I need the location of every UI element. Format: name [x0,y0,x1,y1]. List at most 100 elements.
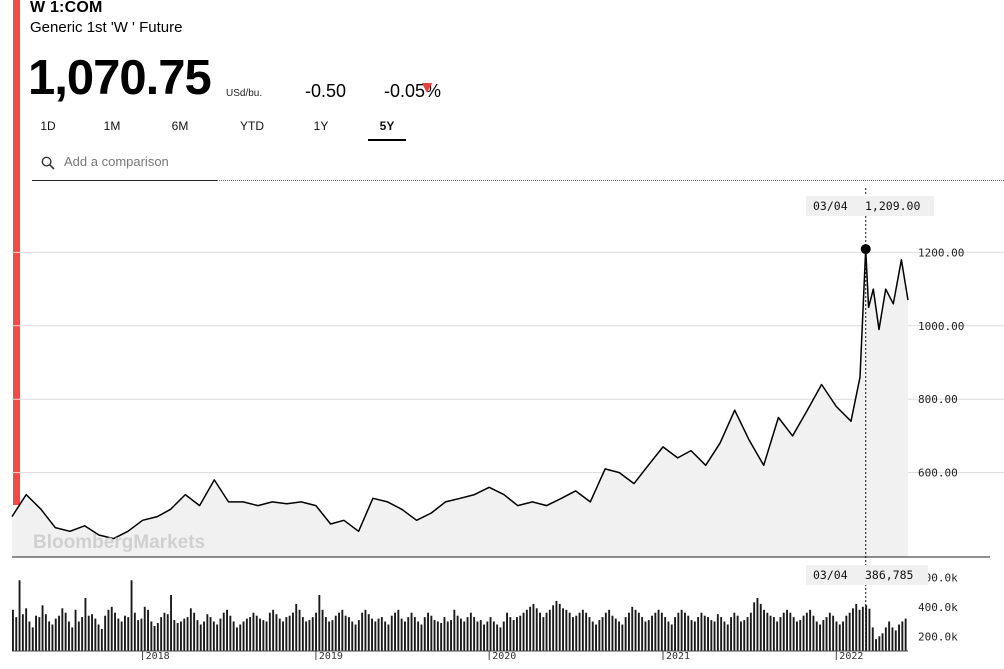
volume-bar [496,624,499,651]
volume-bar [726,624,729,651]
volume-bar [186,617,189,651]
volume-bar [143,606,146,651]
volume-bar [825,617,828,651]
volume-bar [535,608,538,651]
volume-bar [868,608,871,651]
tab-1m[interactable]: 1M [103,119,121,133]
volume-bar [384,621,387,651]
tab-5y[interactable]: 5Y [368,117,406,141]
volume-bar [828,612,831,651]
volume-bar [232,621,235,651]
search-icon[interactable] [41,156,55,170]
volume-bar [21,614,24,651]
volume-bar [489,617,492,651]
volume-bar [542,617,545,651]
volume-bar [120,621,123,651]
volume-bar [28,621,31,651]
volume-bar [759,603,762,651]
tab-1d[interactable]: 1D [40,119,56,133]
volume-bar [35,615,37,651]
volume-bar [91,614,93,651]
volume-bar [483,624,485,651]
volume-bar [374,621,377,651]
volume-bar [789,612,792,651]
volume-bar [894,630,897,651]
volume-bar [707,617,709,651]
volume-bar [229,615,232,651]
watermark: BloombergMarkets [33,532,205,553]
volume-bar [555,600,558,651]
volume-bar [687,615,690,651]
volume-bar [170,595,172,651]
volume-axis: 200.0k 400.0k 600.0k [918,571,958,643]
volume-bar [479,620,482,651]
volume-bar [904,618,907,651]
volume-bar [193,612,196,651]
volume-bar [779,617,782,651]
volume-bar [598,620,601,651]
volume-bar [275,614,278,651]
volume-bar [110,606,113,651]
volume-bar [77,621,80,651]
volume-bar [710,620,713,651]
volume-bar [262,620,265,651]
volume-bar [433,620,436,651]
volume-bar [443,617,446,651]
volume-bar [44,614,47,651]
volume-bar [318,595,321,651]
volume-bar [506,612,508,651]
volume-bar [516,617,518,651]
volume-bar [884,627,887,651]
volume-bar [189,608,192,651]
volume-bar [196,620,199,651]
volume-bar [772,617,775,651]
volume-bar [572,617,574,651]
volume-bar [117,618,120,651]
volume-bar [720,617,723,651]
tab-1y[interactable]: 1Y [313,119,329,133]
volume-bar [252,612,255,651]
volume-bar [163,612,166,651]
volume-bar [812,615,815,651]
tab-ytd[interactable]: YTD [240,119,264,133]
volume-bar [292,612,294,651]
volume-bar [367,614,370,651]
volume-bar [539,612,541,651]
tab-6m[interactable]: 6M [171,119,189,133]
volume-bar [519,615,522,651]
volume-bar [341,609,344,651]
volume-bar [54,618,57,651]
volume-bar [855,603,858,651]
volume-bar [226,609,228,651]
volume-bar [38,617,41,651]
volume-bar [585,612,588,651]
volume-bar [133,612,136,651]
volume-bar [486,621,489,651]
volume-bar [348,617,350,651]
price-tooltip [806,196,934,216]
volume-tick-label: 400.0k [918,601,958,614]
hover-point[interactable] [860,244,871,255]
volume-bar [802,615,805,651]
comparison-input[interactable] [62,153,216,170]
volume-bar [881,633,884,651]
volume-bar [51,624,54,651]
volume-bar [64,612,67,651]
volume-bar [236,627,238,651]
price-unit: USd/bu. [226,88,263,99]
volume-bar [769,615,772,651]
volume-bar [852,608,854,651]
volume-tooltip [806,565,928,585]
volume-bar [473,617,476,651]
volume-bar [809,609,812,651]
year-axis: 2018 2019 2020 2021 2022 [142,651,863,662]
volume-bar [502,621,505,651]
volume-bar [492,621,495,651]
volume-bar [604,612,607,651]
volume-bar [390,615,393,651]
year-tick-label: 2019 [319,651,343,662]
volume-bar [466,617,469,651]
volume-bar [601,617,604,651]
volume-tick-label: 200.0k [918,630,958,643]
volume-bar [654,612,657,651]
